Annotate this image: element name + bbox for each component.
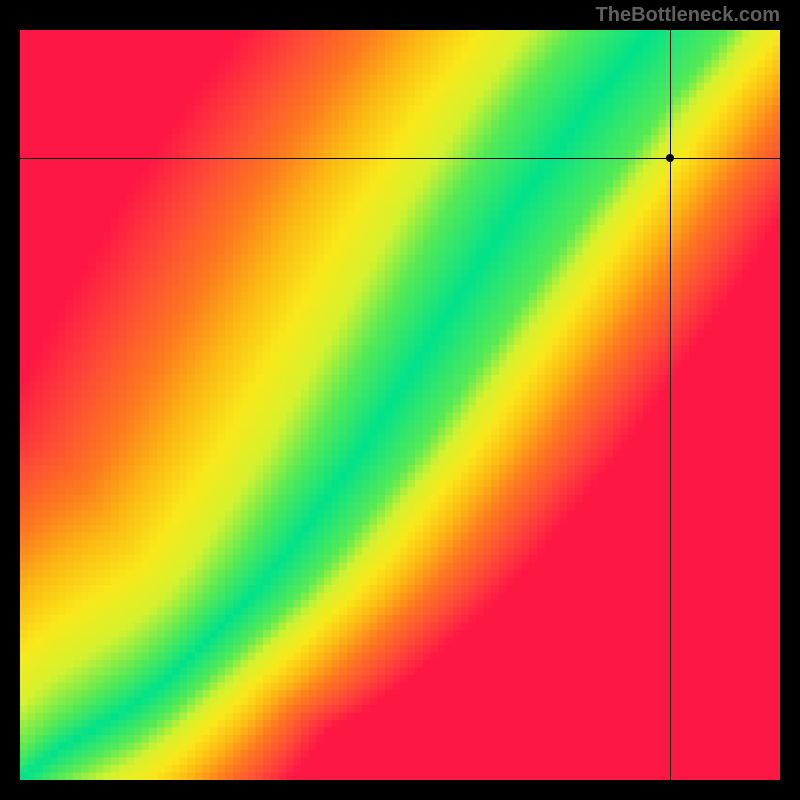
heatmap-canvas [20, 30, 780, 780]
crosshair-vertical [670, 30, 671, 780]
plot-area [20, 30, 780, 780]
chart-container: TheBottleneck.com [0, 0, 800, 800]
watermark-text: TheBottleneck.com [596, 4, 780, 27]
marker-dot [666, 154, 674, 162]
